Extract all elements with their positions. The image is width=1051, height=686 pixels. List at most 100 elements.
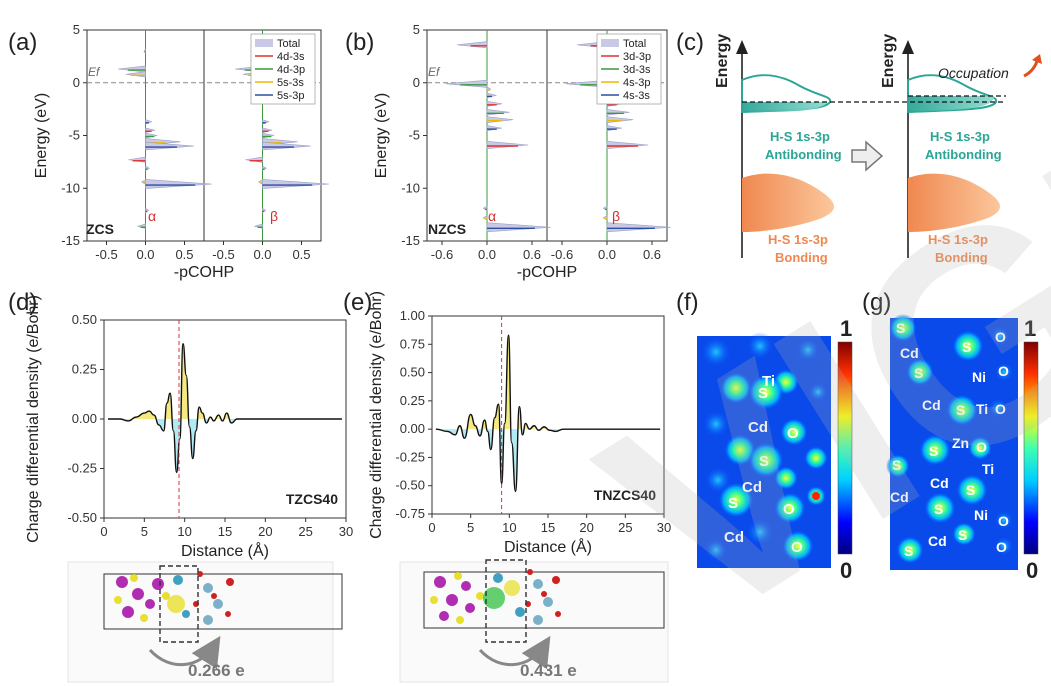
x-tick-label: 0.0 — [253, 247, 271, 262]
y-tick-label: 0.25 — [72, 362, 97, 377]
x-tick-label: 25 — [298, 524, 312, 539]
charge-transfer-d: 0.266 e — [188, 661, 245, 680]
y-axis-label: Charge differential density (e/Bohr) — [368, 291, 385, 539]
y-axis-label: Charge differential density (e/Bohr) — [25, 295, 42, 543]
y-tick-label: 0 — [73, 75, 80, 90]
y-tick-label: -5 — [68, 128, 80, 143]
charge-map-g: S Cd S O S Ni O Cd S Ti O S Zn O S Ti Cd… — [886, 314, 1039, 583]
antibonding-subtitle-right: Antibonding — [925, 147, 1002, 162]
y-tick-label: -0.50 — [67, 510, 97, 525]
legend-label: 3d-3s — [623, 64, 651, 76]
atom-label: S — [914, 365, 923, 381]
y-tick-label: 0.00 — [400, 421, 425, 436]
cohp-total-peak — [486, 100, 503, 107]
x-tick-label: 0.0 — [598, 247, 616, 262]
cohp-total-peak — [456, 41, 488, 49]
cohp-total-peak — [128, 156, 146, 163]
charge-map-f: Ti S Cd O S Cd S O Cd O 1 0 — [697, 316, 853, 583]
atom-label: S — [962, 339, 971, 355]
cohp-total-peak — [262, 132, 275, 139]
bonding-subtitle-left: Bonding — [775, 250, 828, 265]
atom-labels-g: S Cd S O S Ni O Cd S Ti O S Zn O S Ti Cd… — [890, 320, 1009, 559]
atom-label: S — [896, 320, 905, 336]
cohp-chart-zcs: 5 0 -5 -10 -15 -0.5 0.0 0.5 -0.5 0.0 0.5 -pCOHP Ener… — [33, 22, 329, 281]
legend-label: 4s-3s — [623, 90, 650, 102]
cohp-chart-nzcs: 5 0 -5 -10 -15 -0.6 0.0 0.6 -0.6 0.0 0.6 -pCOHP Ener… — [373, 22, 671, 281]
occupation-label: Occupation — [938, 65, 1009, 81]
occupation-arrow-head-icon — [1032, 54, 1042, 64]
colorbar-min-g: 0 — [1026, 558, 1038, 583]
atom-label: S — [892, 457, 901, 473]
y-tick-label: -5 — [408, 128, 420, 143]
legend-label: 3d-3p — [623, 51, 651, 63]
atom-label: O — [995, 329, 1006, 345]
atom-label: Cd — [900, 345, 919, 361]
atom-label: S — [728, 495, 738, 512]
bonding-title-left: H-S 1s-3p — [768, 232, 828, 247]
x-tick-label: 20 — [579, 520, 593, 535]
atom-label: S — [958, 527, 967, 543]
x-tick-label: 5 — [141, 524, 148, 539]
atoms-e — [430, 569, 561, 625]
cohp-total-peak — [486, 109, 510, 116]
sample-tag: TNZCS40 — [594, 487, 656, 503]
cohp-total-peak — [486, 125, 503, 132]
legend-swatch — [255, 39, 273, 47]
x-axis-label: Distance (Å) — [181, 541, 269, 560]
compound-tag-zcs: ZCS — [86, 221, 114, 237]
x-axis-label: -pCOHP — [174, 264, 234, 281]
x-tick-label: -0.6 — [551, 247, 573, 262]
atom-label: S — [966, 482, 975, 498]
y-axis-label: Energy (eV) — [33, 93, 50, 178]
atom-label: O — [976, 439, 987, 455]
atom-label: S — [934, 501, 943, 517]
x-tick-label: 20 — [258, 524, 272, 539]
bonding-scheme: Energy H-S 1s-3p Antibonding H-S 1s-3p B… — [714, 34, 1042, 265]
x-tick-label: 15 — [218, 524, 232, 539]
atom-label: Cd — [748, 419, 768, 436]
legend-swatch — [601, 39, 619, 47]
structure-tnzcs40: 0.431 e — [399, 559, 669, 683]
antibonding-fill-right — [908, 96, 994, 112]
atom-label: Cd — [742, 479, 762, 496]
atom-label: O — [787, 425, 799, 442]
cohp-total-peak — [486, 116, 514, 124]
antibonding-title-right: H-S 1s-3p — [930, 129, 990, 144]
energy-label-left: Energy — [714, 34, 731, 88]
negative-area — [108, 419, 342, 473]
bonding-title-right: H-S 1s-3p — [928, 232, 988, 247]
interface-box-d — [159, 565, 199, 643]
y-tick-label: 0 — [413, 75, 420, 90]
x-tick-label: 30 — [657, 520, 671, 535]
bonding-fill-right — [908, 173, 1001, 232]
positive-area — [108, 343, 342, 419]
atom-label: Cd — [890, 489, 909, 505]
atom-label: Ni — [972, 369, 986, 385]
x-tick-label: 15 — [541, 520, 555, 535]
compound-tag-nzcs: NZCS — [428, 221, 466, 237]
y-tick-label: 0.25 — [400, 393, 425, 408]
interface-box-e — [485, 559, 527, 643]
spin-beta-a: β — [270, 208, 278, 224]
structure-tzcs40: 0.266 e — [67, 561, 343, 683]
y-tick-label: 5 — [73, 22, 80, 37]
simulation-cell-d — [103, 573, 343, 630]
colorbar-min-f: 0 — [840, 558, 852, 583]
density-line — [435, 334, 661, 493]
charge-transfer-e: 0.431 e — [520, 661, 577, 680]
x-tick-label: 0.0 — [478, 247, 496, 262]
spin-alpha-b: α — [488, 208, 496, 224]
y-tick-label: -15 — [61, 233, 80, 248]
atom-label: Cd — [724, 529, 744, 546]
atom-label: S — [759, 453, 769, 470]
cohp-total-peak — [145, 141, 194, 151]
cohp-total-peak — [118, 65, 146, 73]
y-axis-label: Energy (eV) — [373, 93, 390, 178]
cohp-total-peak — [606, 109, 630, 116]
atom-label: S — [929, 443, 938, 459]
legend-label: 5s-3p — [277, 90, 305, 102]
atoms-d — [114, 571, 234, 625]
atom-label: Cd — [928, 533, 947, 549]
atom-label: Zn — [952, 435, 969, 451]
